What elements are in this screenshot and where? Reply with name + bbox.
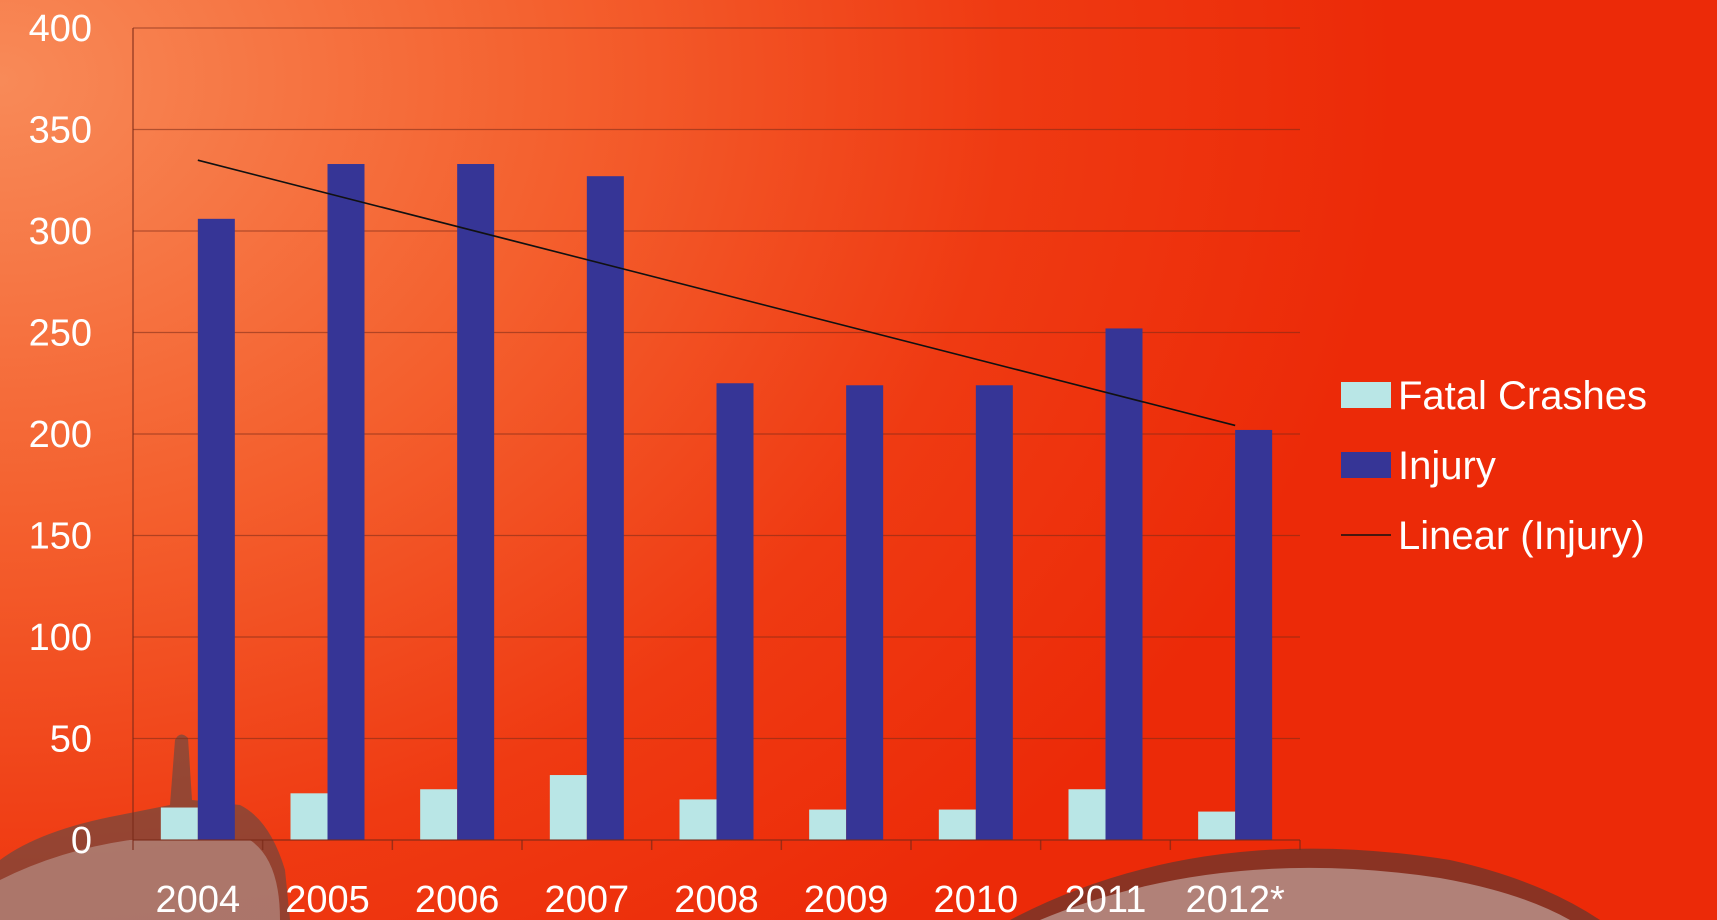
bar-fatal-crashes-2006 <box>420 789 458 840</box>
x-tick-label: 2006 <box>415 879 500 920</box>
x-tick-label: 2007 <box>545 879 630 920</box>
legend-label: Linear (Injury) <box>1398 514 1645 558</box>
y-tick-label: 350 <box>29 110 92 152</box>
y-tick-label: 200 <box>29 414 92 456</box>
y-tick-label: 150 <box>29 516 92 558</box>
x-tick-label: 2010 <box>934 879 1019 920</box>
x-tick-label: 2008 <box>674 879 759 920</box>
bar-injury-2004 <box>197 218 235 840</box>
bar-fatal-crashes-2004 <box>160 807 198 840</box>
bar-injury-2012 <box>1235 429 1273 840</box>
legend-label: Injury <box>1398 444 1496 488</box>
x-tick-label: 2009 <box>804 879 889 920</box>
bar-injury-2010 <box>975 385 1013 840</box>
x-tick-label: 2011 <box>1065 879 1147 920</box>
x-tick-label: 2004 <box>156 879 241 920</box>
y-tick-label: 0 <box>71 820 92 862</box>
bars <box>160 164 1273 840</box>
axes <box>132 28 1301 850</box>
legend: Fatal Crashes Injury Linear (Injury) <box>1341 374 1647 558</box>
y-axis-ticks: 0 50 100 150 200 250 300 350 400 <box>29 8 92 862</box>
y-tick-label: 300 <box>29 211 92 253</box>
bar-fatal-crashes-2008 <box>679 799 717 840</box>
y-tick-label: 50 <box>50 719 92 761</box>
x-axis-ticks: 2004 2005 2006 2007 2008 2009 2010 2011 2012* <box>156 879 1285 920</box>
bar-fatal-crashes-2010 <box>938 809 976 840</box>
bar-fatal-crashes-2009 <box>809 809 847 840</box>
y-tick-label: 250 <box>29 313 92 355</box>
legend-swatch <box>1341 452 1391 478</box>
bar-fatal-crashes-2005 <box>290 793 328 840</box>
x-tick-label: 2005 <box>285 879 370 920</box>
bar-injury-2009 <box>846 385 884 840</box>
bar-injury-2007 <box>586 176 624 840</box>
y-tick-label: 100 <box>29 617 92 659</box>
bar-injury-2011 <box>1105 328 1143 840</box>
bar-fatal-crashes-2011 <box>1068 789 1106 840</box>
bar-fatal-crashes-2012 <box>1198 811 1236 840</box>
x-tick-label: 2012* <box>1186 879 1286 920</box>
bar-injury-2008 <box>716 383 754 840</box>
legend-swatch <box>1341 382 1391 408</box>
bar-injury-2005 <box>327 164 365 840</box>
y-tick-label: 400 <box>29 8 92 50</box>
bar-fatal-crashes-2007 <box>549 775 587 840</box>
legend-label: Fatal Crashes <box>1398 374 1647 418</box>
bar-injury-2006 <box>457 164 495 840</box>
trendline-injury <box>197 159 1236 427</box>
trendline <box>197 159 1236 427</box>
